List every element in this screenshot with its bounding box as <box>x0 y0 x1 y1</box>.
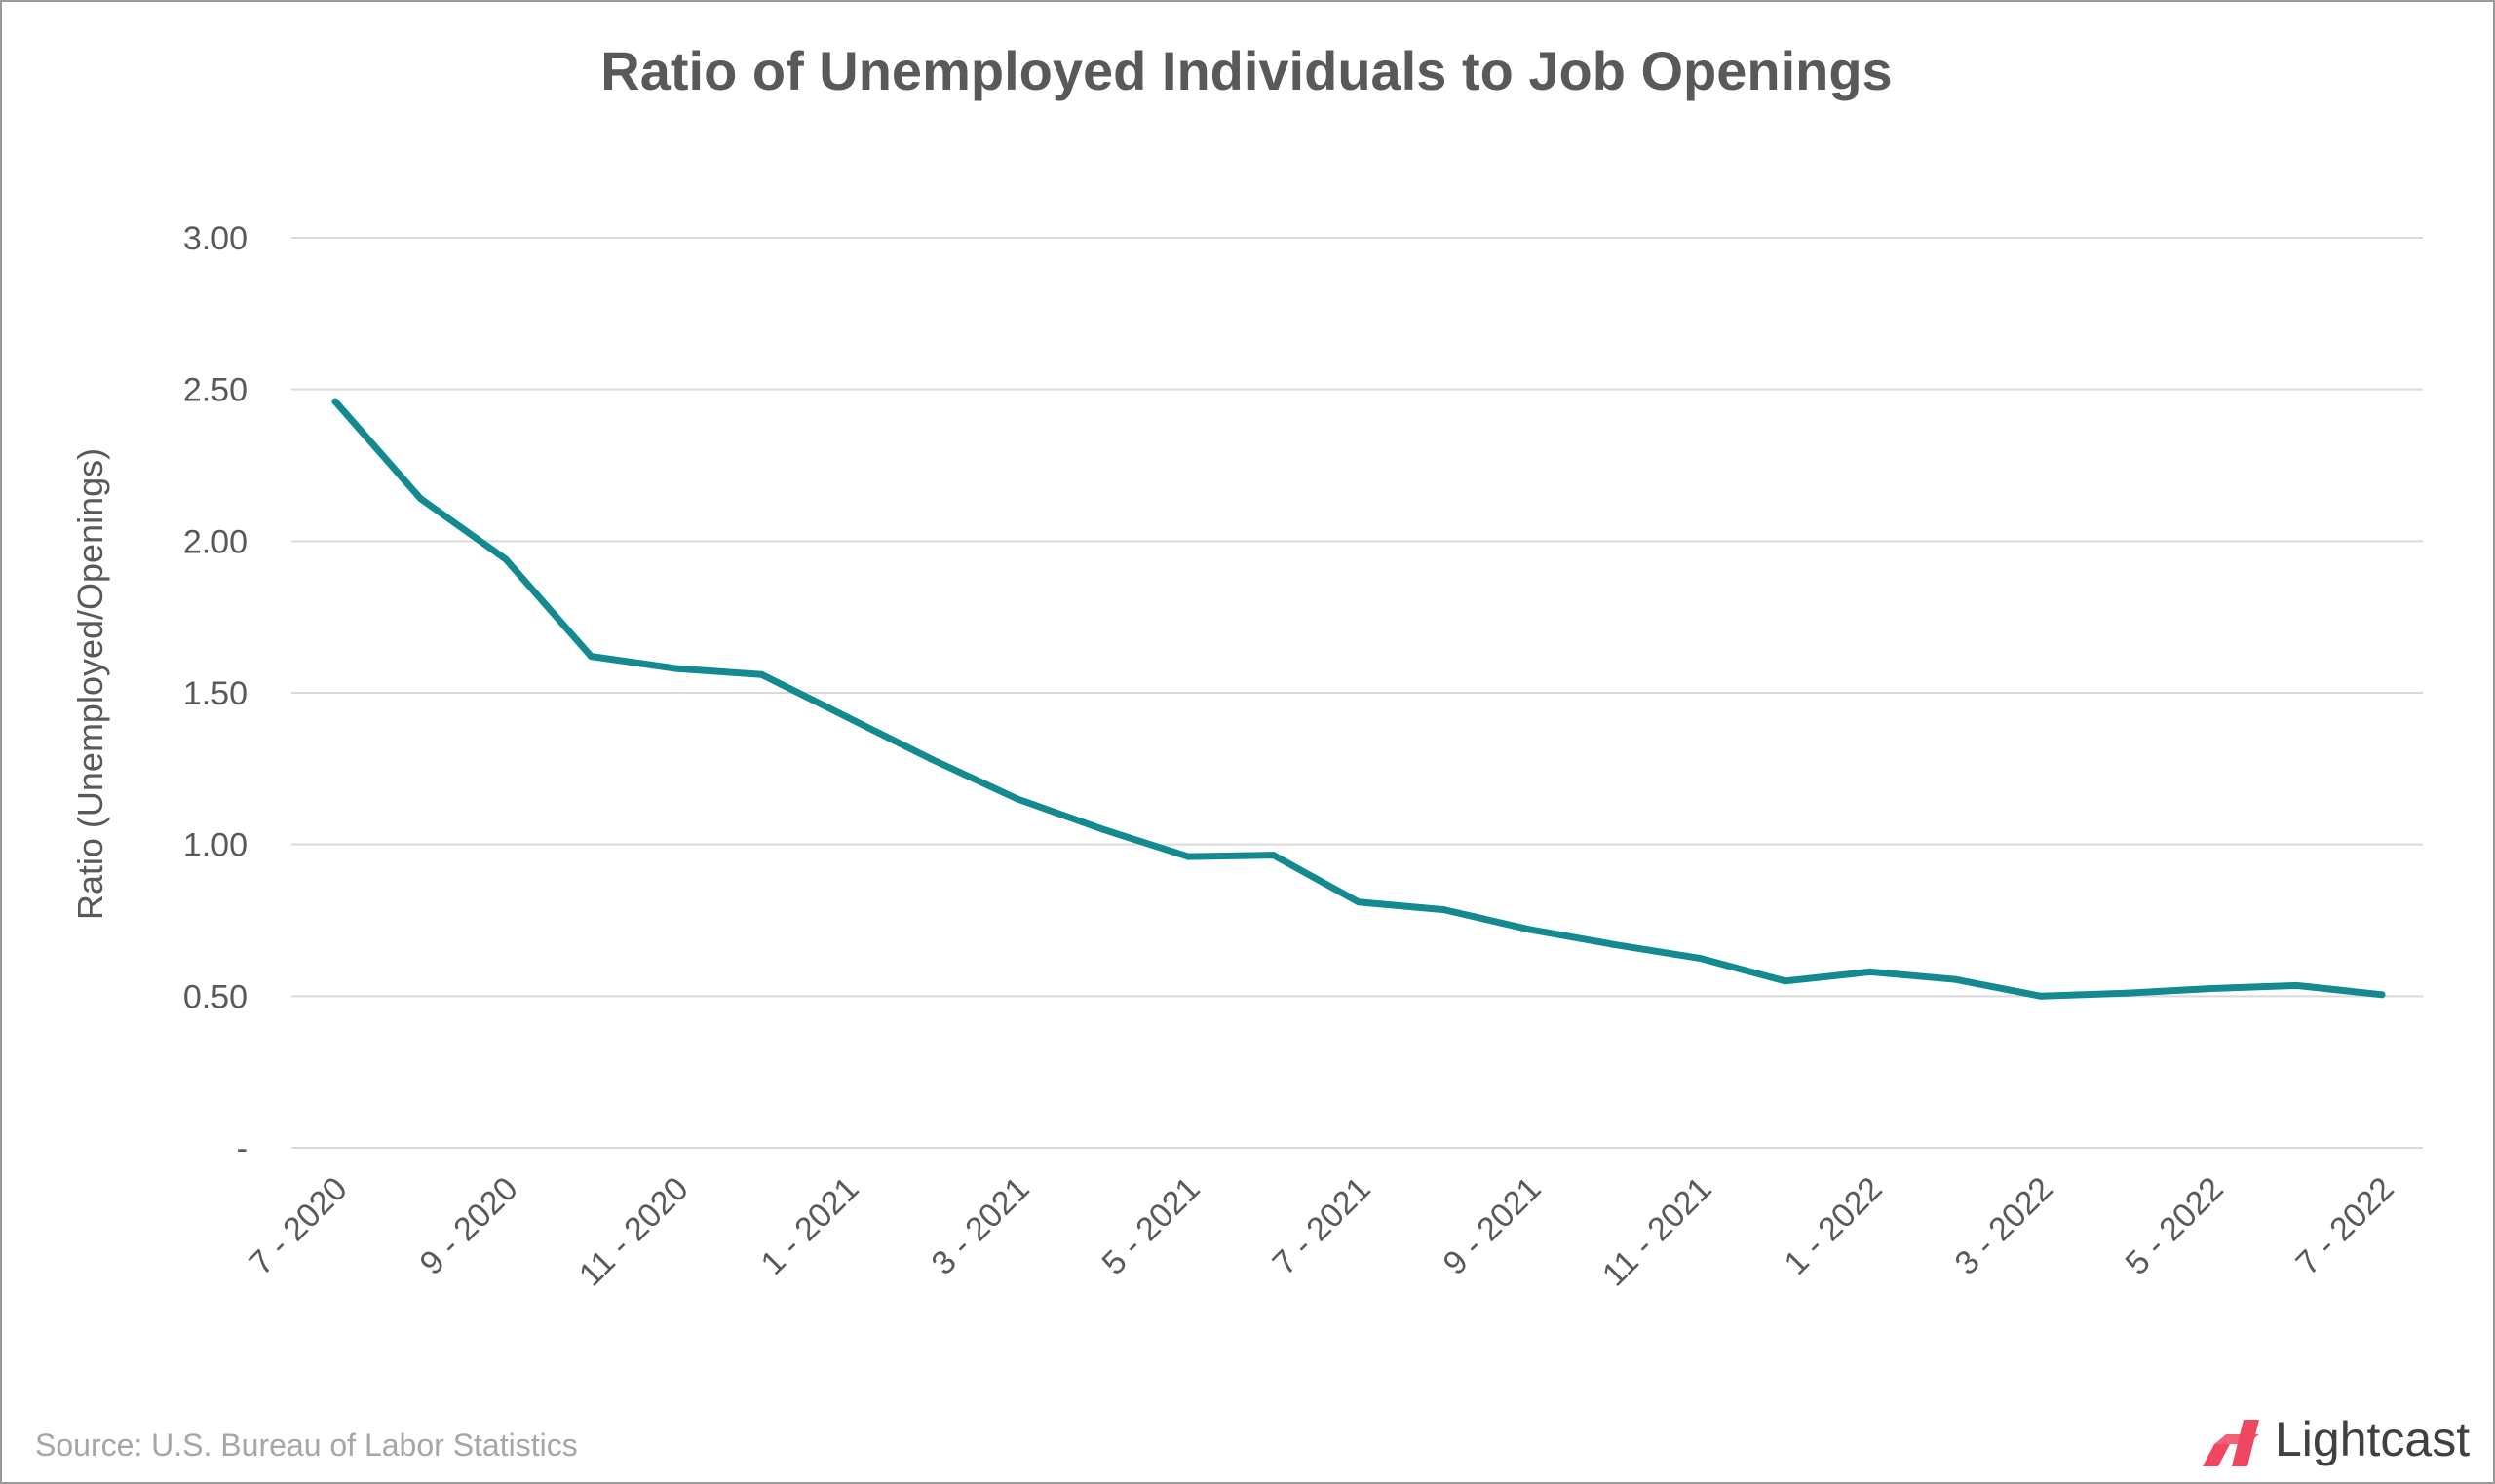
data-point <box>502 555 510 563</box>
data-point <box>1611 940 1618 948</box>
y-tick-label: 3.00 <box>183 220 248 257</box>
x-axis-ticks: 7 - 2020 9 - 2020 11 - 2020 1 - 2021 3 - 202… <box>243 1170 2401 1294</box>
data-point <box>672 665 680 672</box>
y-tick-label: 2.50 <box>183 372 248 409</box>
x-tick-label: 7 - 2022 <box>2289 1170 2401 1282</box>
x-tick-label: 9 - 2020 <box>413 1170 525 1282</box>
data-point <box>588 653 595 661</box>
data-point <box>2293 981 2300 989</box>
data-point <box>2123 989 2130 997</box>
lightcast-logo-icon <box>2203 1420 2259 1466</box>
data-point <box>1952 975 1959 983</box>
data-point <box>1696 954 1704 962</box>
data-point <box>1525 926 1533 933</box>
y-tick-label: - <box>237 1130 248 1167</box>
data-point <box>2378 991 2386 999</box>
data-point <box>2207 985 2215 993</box>
y-tick-label: 2.00 <box>183 523 248 560</box>
source-note: Source: U.S. Bureau of Labor Statistics <box>35 1427 578 1463</box>
x-tick-label: 11 - 2020 <box>572 1170 696 1294</box>
data-point <box>1099 825 1106 833</box>
lightcast-logo: Lightcast <box>2203 1412 2470 1466</box>
y-tick-label: 0.50 <box>183 978 248 1015</box>
x-tick-label: 1 - 2022 <box>1778 1170 1890 1282</box>
data-point <box>1866 968 1874 975</box>
series-line-0 <box>331 398 2386 1000</box>
x-tick-label: 3 - 2021 <box>925 1170 1037 1282</box>
chart-title: Ratio of Unemployed Individuals to Job O… <box>600 40 1892 101</box>
data-point <box>331 398 339 405</box>
x-tick-label: 5 - 2021 <box>1095 1170 1208 1282</box>
x-tick-label: 9 - 2021 <box>1437 1170 1549 1282</box>
data-point <box>1355 898 1363 906</box>
y-tick-label: 1.50 <box>183 675 248 712</box>
x-tick-label: 11 - 2021 <box>1595 1170 1719 1294</box>
lightcast-logo-text: Lightcast <box>2275 1412 2470 1466</box>
x-tick-label: 1 - 2021 <box>754 1170 866 1282</box>
data-point <box>929 755 936 763</box>
y-axis-label: Ratio (Unemployed/Openings) <box>70 448 110 920</box>
data-point <box>2037 992 2045 1000</box>
data-point <box>1440 906 1447 914</box>
y-tick-label: 1.00 <box>183 827 248 864</box>
x-tick-label: 7 - 2021 <box>1266 1170 1378 1282</box>
x-tick-label: 5 - 2022 <box>2119 1170 2231 1282</box>
x-tick-label: 3 - 2022 <box>1948 1170 2060 1282</box>
data-point <box>1014 795 1021 803</box>
data-point <box>843 713 851 721</box>
x-tick-label: 7 - 2020 <box>243 1170 355 1282</box>
data-point <box>417 495 424 503</box>
data-point <box>758 670 765 678</box>
data-point <box>1782 977 1788 985</box>
y-axis-ticks: - 0.50 1.00 1.50 2.00 2.50 3.00 <box>183 220 248 1167</box>
data-point <box>1270 852 1277 859</box>
gridlines <box>291 237 2423 1149</box>
series-group <box>331 398 2386 1000</box>
data-point <box>1184 853 1192 860</box>
